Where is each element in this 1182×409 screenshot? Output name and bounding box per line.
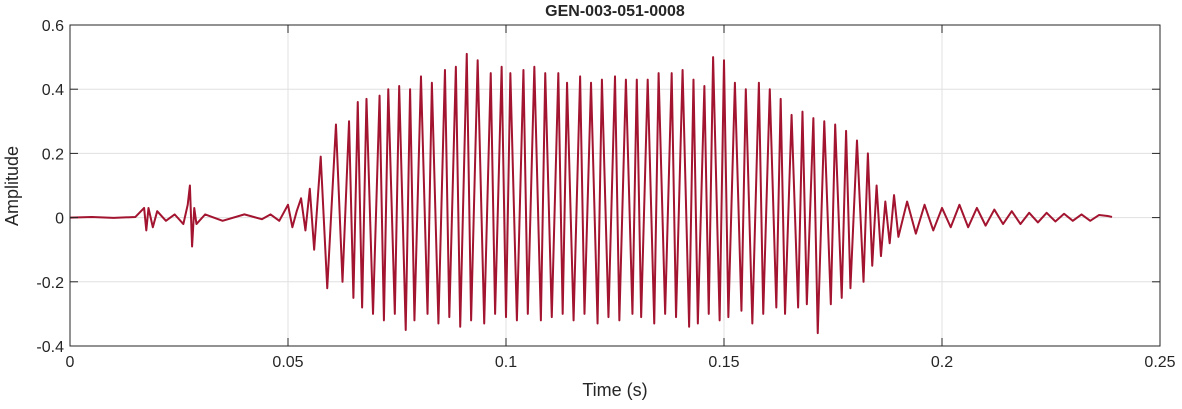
y-axis-label: Amplitude xyxy=(2,146,22,226)
x-tick-label: 0 xyxy=(66,354,75,371)
x-tick-label: 0.1 xyxy=(495,354,517,371)
y-tick-label: 0 xyxy=(55,211,64,228)
y-tick-label: 0.4 xyxy=(42,82,64,99)
axes-box xyxy=(69,24,1161,347)
x-tick-label: 0.05 xyxy=(272,354,303,371)
x-tick-label: 0.25 xyxy=(1144,354,1175,371)
y-tick-label: -0.4 xyxy=(36,339,64,356)
plot-area xyxy=(69,52,1113,335)
x-axis-label: Time (s) xyxy=(582,380,647,400)
chart-title: GEN-003-051-0008 xyxy=(545,3,685,20)
y-tick-label: -0.2 xyxy=(36,275,64,292)
x-tick-label: 0.15 xyxy=(708,354,739,371)
y-tick-label: 0.2 xyxy=(42,146,64,163)
ticks: 0 0.05 0.1 0.15 0.2 0.25 -0.4 -0.2 0 0.2 0.4 0.6 xyxy=(36,18,1175,371)
x-tick-label: 0.2 xyxy=(931,354,953,371)
y-tick-label: 0.6 xyxy=(42,18,64,35)
waveform-line xyxy=(69,52,1113,335)
